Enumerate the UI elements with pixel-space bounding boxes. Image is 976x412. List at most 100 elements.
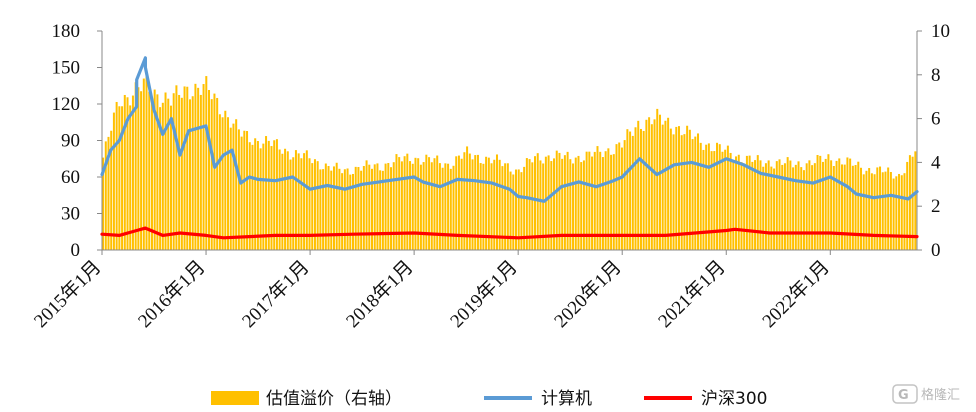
- bar: [466, 146, 469, 250]
- bar: [330, 170, 333, 250]
- bar: [495, 154, 498, 250]
- bar: [150, 97, 153, 250]
- bar: [718, 144, 721, 250]
- bar: [661, 124, 664, 250]
- bar: [908, 155, 911, 250]
- bar: [792, 167, 795, 250]
- bar: [664, 120, 667, 251]
- bar: [911, 156, 914, 250]
- bar: [145, 75, 148, 250]
- bar: [417, 158, 420, 250]
- bar: [256, 141, 259, 250]
- bar: [840, 164, 843, 250]
- bar: [400, 161, 403, 250]
- bar: [384, 163, 387, 250]
- bar: [335, 162, 338, 250]
- bar: [161, 102, 164, 250]
- bar: [672, 134, 675, 250]
- bar: [745, 155, 748, 250]
- bar: [297, 153, 300, 250]
- bar: [789, 160, 792, 250]
- bar: [362, 166, 365, 250]
- bar: [197, 87, 200, 250]
- bar: [428, 157, 431, 250]
- bar: [773, 168, 776, 250]
- bar: [169, 105, 172, 250]
- bar: [862, 174, 865, 250]
- bar: [658, 114, 661, 251]
- bar: [313, 159, 316, 250]
- bar: [547, 155, 550, 250]
- bar: [786, 157, 789, 250]
- left-tick-label: 150: [52, 58, 81, 79]
- bar: [819, 155, 822, 250]
- bar: [528, 159, 531, 250]
- bar: [460, 158, 463, 250]
- bar: [743, 163, 746, 250]
- bar: [379, 170, 382, 250]
- bar: [634, 127, 637, 250]
- bar: [479, 163, 482, 250]
- bar: [523, 166, 526, 250]
- bar: [205, 76, 208, 250]
- bar: [270, 146, 273, 250]
- bar: [240, 136, 243, 250]
- x-axis-ticks: 2015年1月 2016年1月 2017年1月 2018年1月 2019年1月 2020年…: [30, 250, 834, 332]
- bar: [284, 148, 287, 250]
- bar: [227, 117, 230, 250]
- bar: [229, 127, 232, 250]
- bar: [860, 167, 863, 250]
- bar: [278, 149, 281, 250]
- bar: [721, 151, 724, 250]
- bar: [724, 149, 727, 250]
- bar: [275, 139, 278, 250]
- bar: [604, 151, 607, 250]
- bar: [553, 158, 556, 250]
- bar: [322, 169, 325, 250]
- bar: [387, 163, 390, 250]
- left-tick-label: 0: [71, 240, 81, 261]
- bar: [112, 112, 115, 250]
- bar: [572, 163, 575, 250]
- bar: [751, 161, 754, 250]
- bar: [308, 158, 311, 250]
- bar: [900, 175, 903, 250]
- bar: [612, 154, 615, 250]
- bar: [457, 155, 460, 250]
- left-tick-label: 90: [61, 131, 80, 152]
- bar: [813, 163, 816, 250]
- bar: [273, 140, 276, 250]
- bar: [906, 161, 909, 250]
- bar: [626, 129, 629, 250]
- bar: [224, 110, 227, 250]
- bar: [455, 156, 458, 250]
- bar: [857, 161, 860, 250]
- bar: [596, 146, 599, 250]
- bar: [311, 163, 314, 250]
- bar: [639, 128, 642, 250]
- bar: [210, 99, 213, 250]
- bar: [680, 135, 683, 250]
- bar: [737, 154, 740, 250]
- bar: [148, 91, 151, 250]
- bar: [191, 96, 194, 251]
- bar: [800, 167, 803, 250]
- bar: [569, 159, 572, 250]
- bar: [134, 82, 137, 250]
- bar: [153, 89, 156, 250]
- bar: [292, 157, 295, 250]
- right-axis-ticks: 0 2 4 6 8 10: [917, 21, 950, 261]
- bar: [607, 148, 610, 250]
- legend-label-csi300: 沪深300: [701, 389, 767, 409]
- bar: [775, 161, 778, 250]
- bar: [305, 150, 308, 250]
- bar: [542, 163, 545, 250]
- bar: [398, 157, 401, 250]
- bar: [172, 93, 175, 250]
- bar: [830, 160, 833, 250]
- watermark-text: 格隆汇: [921, 387, 960, 403]
- bar: [178, 94, 181, 250]
- bar: [615, 144, 618, 250]
- bar: [525, 158, 528, 250]
- bar: [531, 162, 534, 250]
